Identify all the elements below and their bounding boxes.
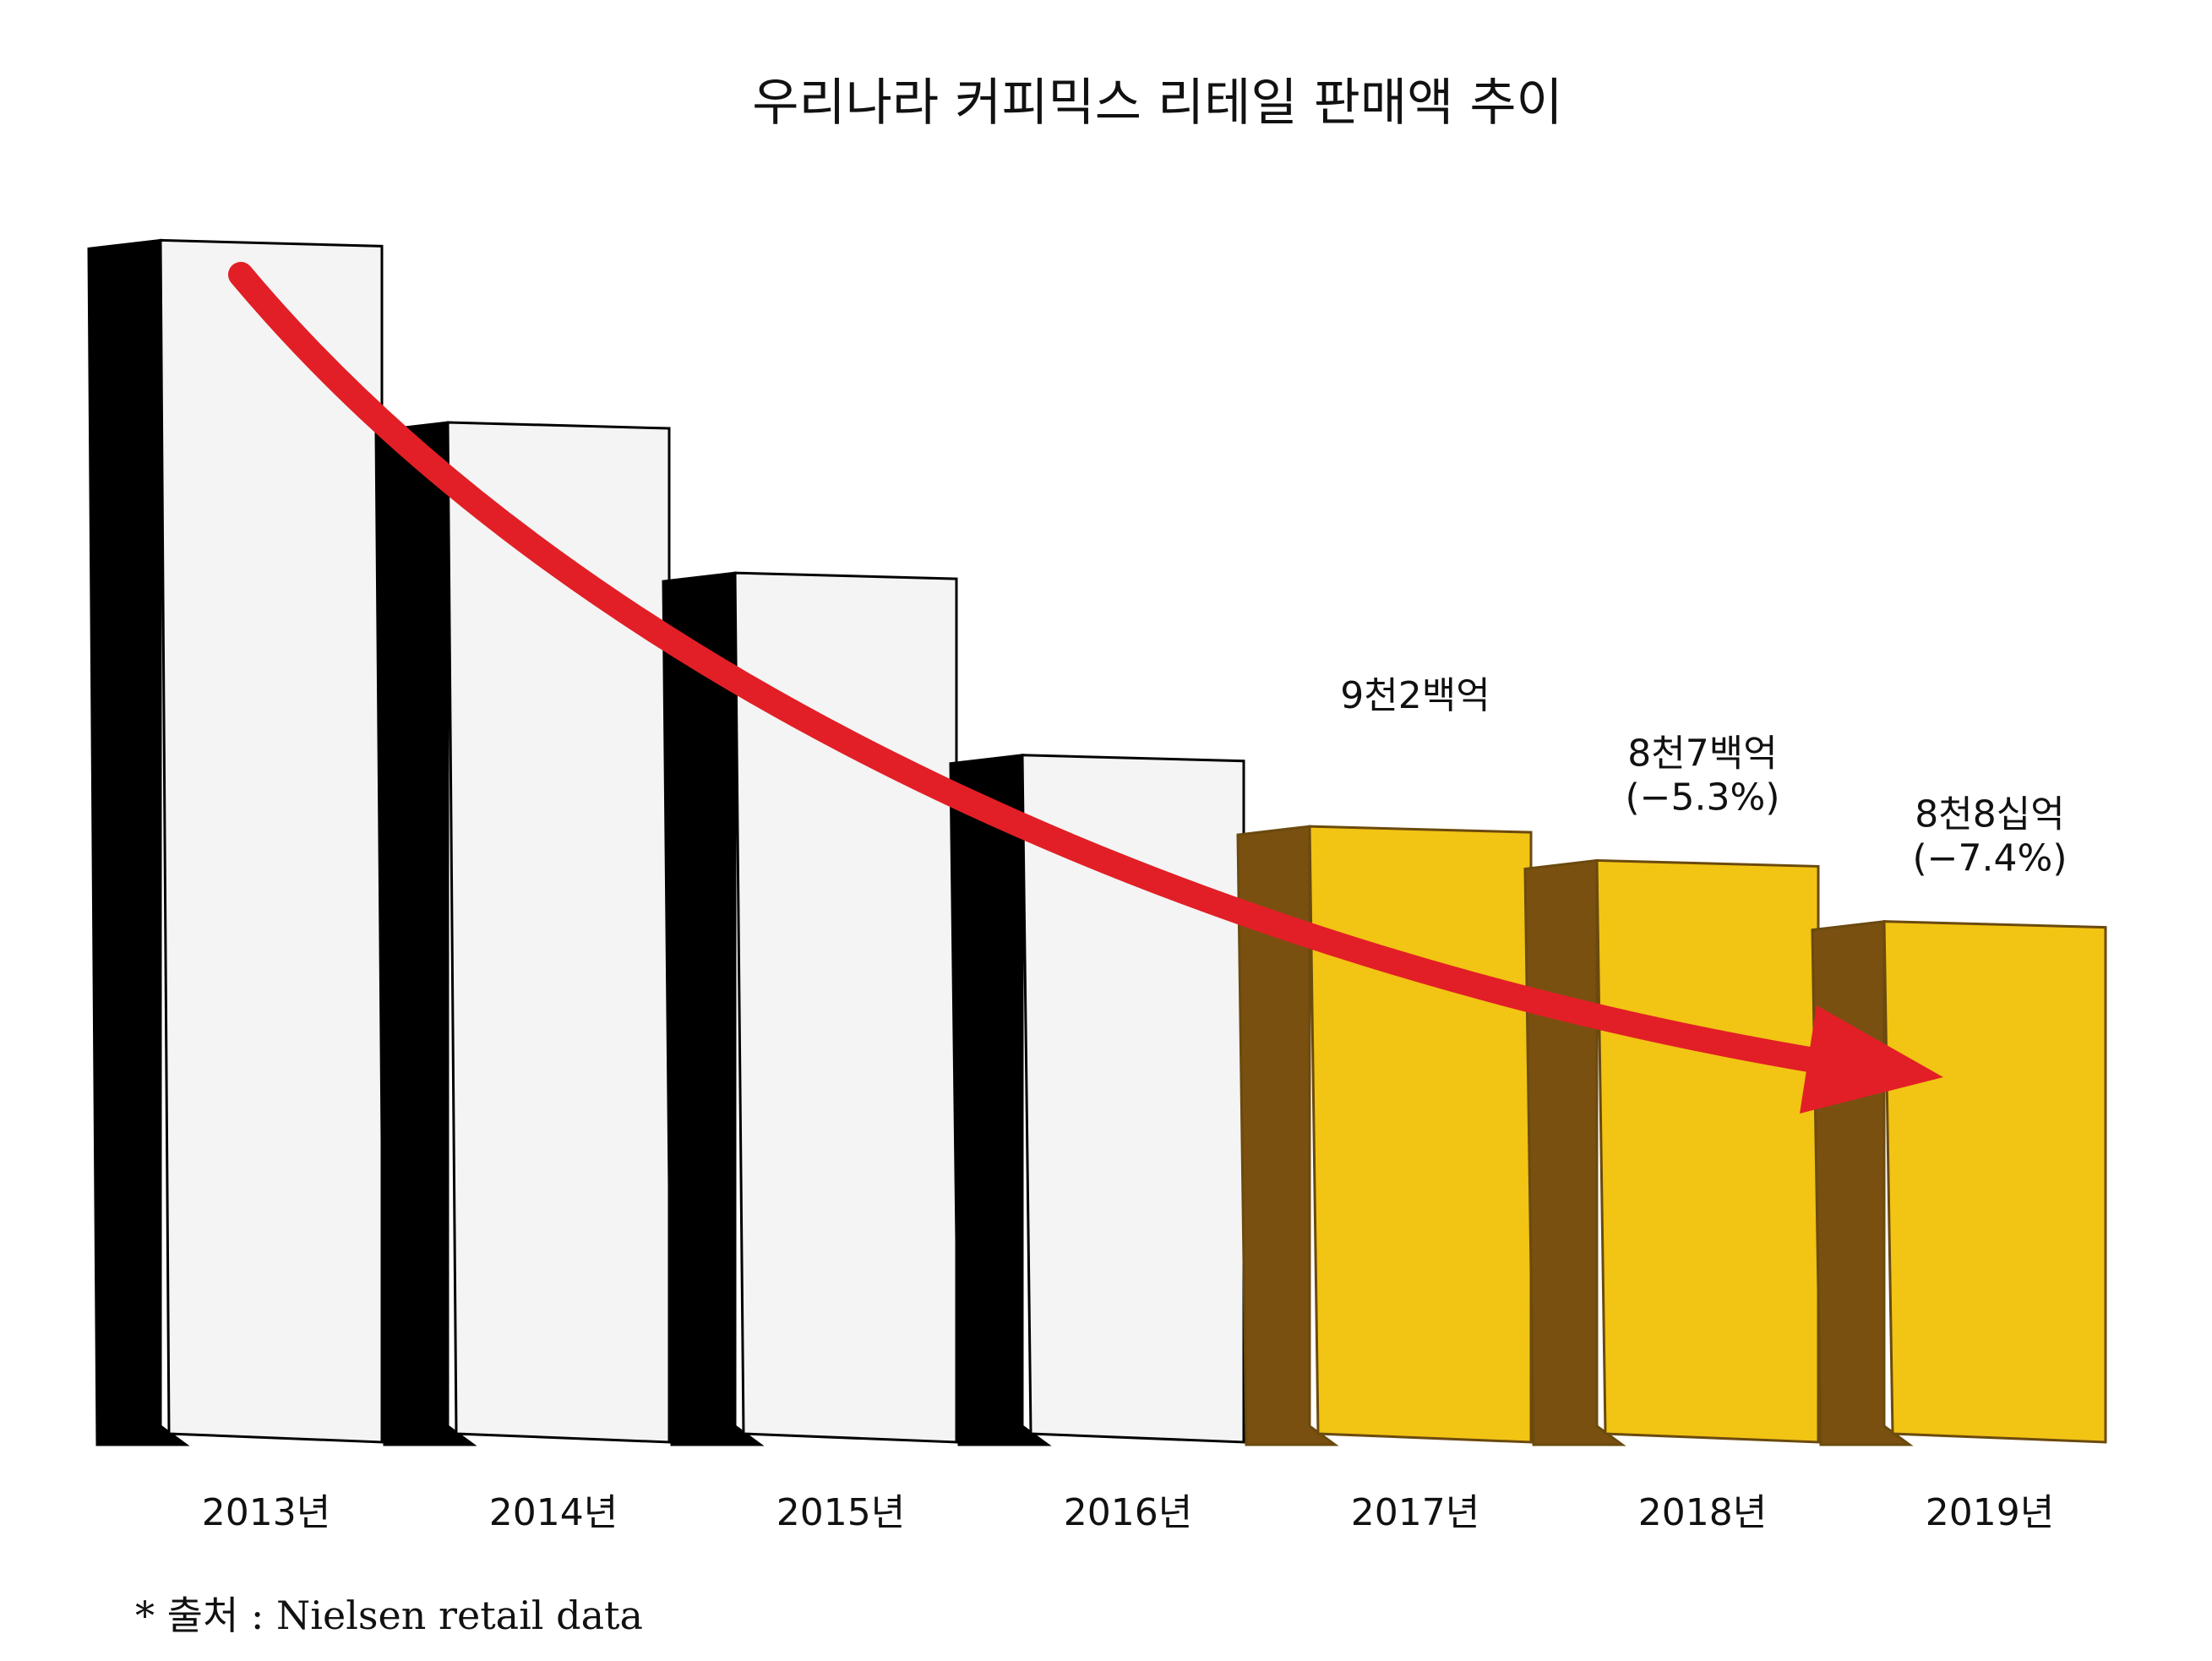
x-tick-label: 2015년 (776, 1491, 905, 1534)
bar-side-face (662, 571, 765, 1446)
data-label-line: (−7.4%) (1913, 837, 2068, 880)
data-label-2018년: 8천7백억(−5.3%) (1626, 732, 1780, 819)
bar-front-face (446, 421, 671, 1444)
bar-side-face (1236, 825, 1339, 1446)
bar-front-face (1021, 754, 1245, 1444)
x-tick-label: 2018년 (1638, 1491, 1767, 1534)
trend-arrow-layer (228, 262, 1943, 1114)
trend-arrow-head (1800, 1005, 1943, 1114)
data-label-line: 8천7백억 (1627, 732, 1777, 775)
data-label-line: 9천2백억 (1340, 674, 1490, 717)
x-tick-label: 2019년 (1926, 1491, 2054, 1534)
bar-2016년 (949, 754, 1245, 1446)
bar-2013년 (87, 238, 384, 1446)
bars-layer (87, 238, 2107, 1446)
x-tick-label: 2016년 (1064, 1491, 1192, 1534)
bar-2018년 (1523, 858, 1820, 1446)
bar-front-face (159, 238, 384, 1444)
bar-side-face (87, 238, 190, 1446)
data-labels-layer: 9천2백억 8천7백억(−5.3%) 8천8십억(−7.4%) (1340, 674, 2067, 880)
bar-2015년 (662, 571, 958, 1446)
chart-title: 우리나라 커피믹스 리테일 판매액 추이 (752, 74, 1563, 133)
x-tick-label: 2017년 (1351, 1491, 1479, 1534)
data-label-line: 8천8십억 (1915, 793, 2064, 836)
bar-front-face (1882, 920, 2107, 1444)
x-tick-label: 2014년 (489, 1491, 618, 1534)
data-label-2019년: 8천8십억(−7.4%) (1913, 793, 2068, 880)
bar-front-face (1595, 858, 1820, 1444)
bar-front-face (1308, 825, 1533, 1444)
x-tick-label: 2013년 (202, 1491, 330, 1534)
x-axis-tick-labels: 2013년 2014년 2015년 2016년 2017년 2018년 2019년 (202, 1491, 2054, 1534)
bar-2019년 (1811, 919, 2107, 1446)
bar-side-face (949, 754, 1052, 1446)
bar-side-face (374, 421, 477, 1446)
source-note: * 출처 : Nielsen retail data (135, 1593, 643, 1638)
bar-2014년 (374, 421, 671, 1446)
data-label-2017년: 9천2백억 (1340, 674, 1490, 717)
data-label-line: (−5.3%) (1626, 776, 1780, 819)
trend-arrow-shaft (228, 262, 1842, 1076)
bar-front-face (733, 571, 958, 1444)
